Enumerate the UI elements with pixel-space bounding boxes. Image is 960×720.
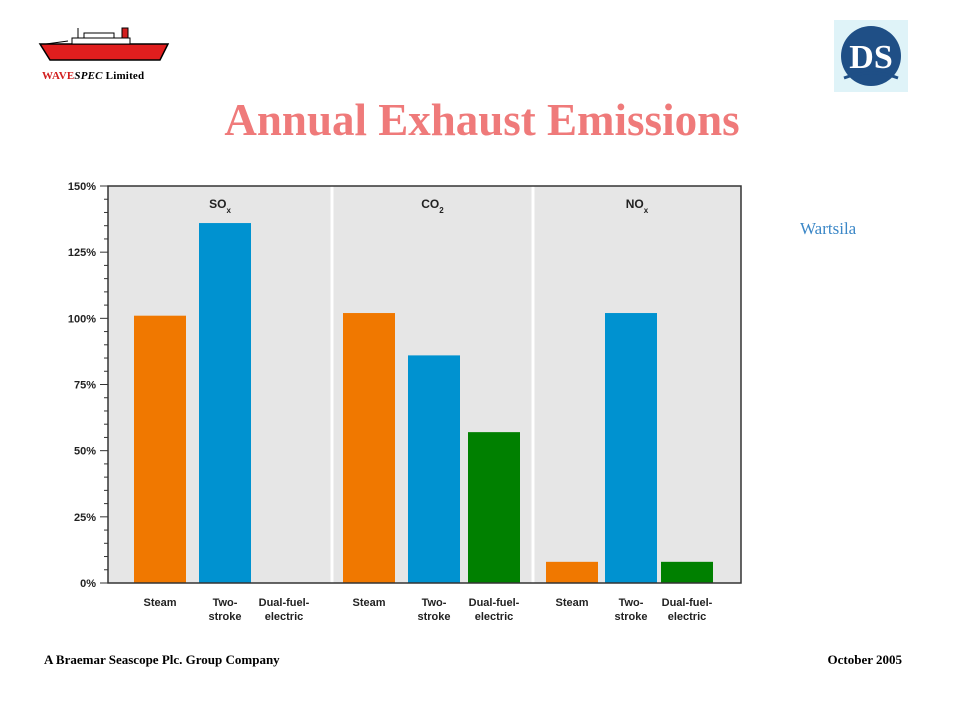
category-label-1-1-1: stroke xyxy=(417,611,450,623)
bar-1-2 xyxy=(468,432,520,583)
bar-0-1 xyxy=(199,223,251,583)
panel-label-2: NOx xyxy=(626,197,649,215)
company-spec: SPEC xyxy=(74,70,103,82)
category-label-0-2-0: Dual-fuel- xyxy=(259,597,310,609)
ship-logo-icon xyxy=(38,24,172,66)
category-label-0-1-1: stroke xyxy=(208,611,241,623)
bar-2-2 xyxy=(661,561,713,583)
bar-0-0 xyxy=(134,315,186,583)
y-tick-label: 0% xyxy=(80,578,96,590)
category-label-2-0-0: Steam xyxy=(555,597,588,609)
y-tick-label: 150% xyxy=(68,181,96,193)
category-label-1-1-0: Two- xyxy=(422,597,447,609)
company-wave: WAVE xyxy=(42,70,75,82)
footer-date: October 2005 xyxy=(827,652,903,667)
category-label-0-2-1: electric xyxy=(265,611,304,623)
page-title: Annual Exhaust Emissions xyxy=(224,95,740,145)
company-suffix: Limited xyxy=(105,70,145,82)
y-tick-label: 50% xyxy=(74,446,96,458)
panel-label-0: SOx xyxy=(209,197,231,215)
ds-monogram-logo: DS xyxy=(834,20,908,92)
bar-2-1 xyxy=(605,313,657,583)
y-tick-label: 125% xyxy=(68,247,96,259)
footer-company: A Braemar Seascope Plc. Group Company xyxy=(44,652,280,667)
category-label-1-2-1: electric xyxy=(475,611,514,623)
emissions-chart-svg: SOx Steam Two-stroke Dual-fuel-electric CO2 S… xyxy=(68,181,742,623)
category-label-2-1-1: stroke xyxy=(614,611,647,623)
bar-2-0 xyxy=(546,561,598,583)
panel-label-1: CO2 xyxy=(421,197,444,215)
y-tick-label: 75% xyxy=(74,380,96,392)
y-tick-label: 100% xyxy=(68,313,96,325)
category-label-2-1-0: Two- xyxy=(619,597,644,609)
category-label-2-2-0: Dual-fuel- xyxy=(662,597,713,609)
ds-logo-text: DS xyxy=(849,39,892,76)
bar-1-1 xyxy=(408,355,460,583)
category-label-0-1-0: Two- xyxy=(213,597,238,609)
category-label-1-0-0: Steam xyxy=(352,597,385,609)
y-tick-label: 25% xyxy=(74,512,96,524)
source-label: Wartsila xyxy=(800,219,857,238)
category-label-0-0-0: Steam xyxy=(143,597,176,609)
category-label-1-2-0: Dual-fuel- xyxy=(469,597,520,609)
emissions-chart: SOx Steam Two-stroke Dual-fuel-electric CO2 S… xyxy=(48,176,768,632)
company-name: WAVESPEC Limited xyxy=(42,70,144,82)
bar-1-0 xyxy=(343,313,395,583)
category-label-2-2-1: electric xyxy=(668,611,707,623)
